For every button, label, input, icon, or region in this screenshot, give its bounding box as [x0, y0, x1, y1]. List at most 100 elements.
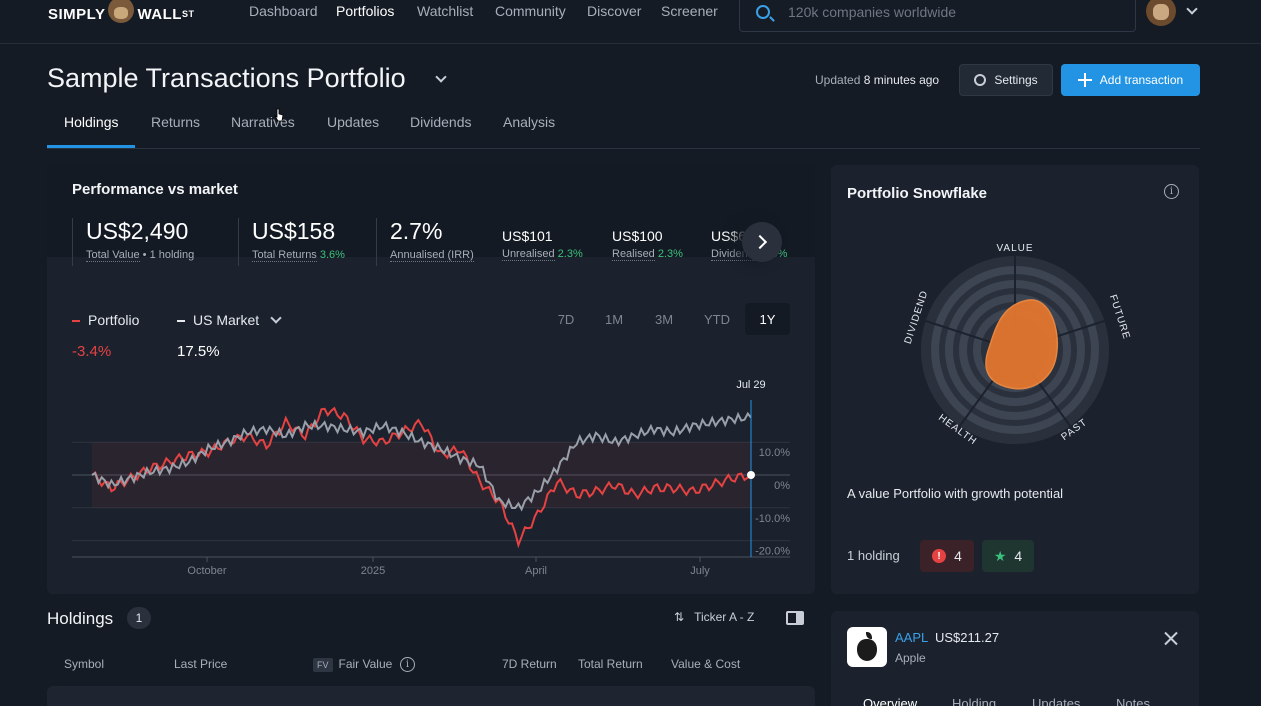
nav-community[interactable]: Community: [495, 3, 566, 19]
fair-value-info-icon[interactable]: i: [400, 657, 415, 672]
performance-title: Performance vs market: [72, 181, 238, 198]
stat-unrealised: US$101 Unrealised 2.3%: [489, 218, 583, 266]
y-tick-label: 10.0%: [759, 447, 790, 459]
logo-sup: ST: [181, 9, 195, 19]
range-3m[interactable]: 3M: [654, 311, 674, 327]
stat-label: Total Value: [86, 249, 140, 262]
col-symbol[interactable]: Symbol: [64, 657, 105, 671]
tab-analysis[interactable]: Analysis: [503, 114, 556, 130]
stat-total-value: US$2,490 Total Value • 1 holding: [72, 218, 194, 266]
tab-holdings[interactable]: Holdings: [64, 114, 119, 130]
gear-icon: [974, 74, 987, 86]
updated-status: Updated 8 minutes ago: [815, 73, 939, 87]
settings-button[interactable]: Settings: [959, 64, 1053, 96]
logo[interactable]: SIMPLY WALL ST: [48, 0, 195, 25]
x-tick-label: 2025: [361, 565, 385, 577]
col-value-cost[interactable]: Value & Cost: [671, 657, 741, 671]
columns-toggle-icon[interactable]: [786, 611, 804, 625]
search-box[interactable]: [739, 0, 1136, 32]
nav-portfolios[interactable]: Portfolios: [336, 3, 395, 19]
range-7d[interactable]: 7D: [557, 311, 575, 327]
tab-dividends[interactable]: Dividends: [410, 114, 472, 130]
nav-watchlist[interactable]: Watchlist: [417, 3, 474, 19]
legend-portfolio[interactable]: Portfolio: [72, 312, 139, 328]
fv-tag: FV: [313, 658, 333, 672]
bull-logo-icon: [108, 0, 135, 23]
holdings-title: Holdings: [47, 609, 114, 628]
stat-value: US$2,490: [86, 218, 189, 244]
negative-band: [92, 442, 751, 508]
performance-card: [47, 165, 815, 594]
stat-label: Annualised (IRR): [390, 249, 474, 262]
legend-market-label: US Market: [193, 312, 260, 328]
rewards-count: 4: [1014, 548, 1023, 564]
stock-tab-updates[interactable]: Updates: [1032, 696, 1081, 706]
stat-pct: 3.6%: [319, 249, 345, 261]
range-1m[interactable]: 1M: [604, 311, 624, 327]
apple-logo-icon: [847, 627, 887, 667]
stat-value: US$101: [502, 228, 553, 244]
nav-screener[interactable]: Screener: [661, 3, 718, 19]
stat-value: US$158: [252, 218, 336, 244]
risks-count: 4: [954, 548, 962, 564]
nav-dashboard[interactable]: Dashboard: [249, 3, 318, 19]
sort-dropdown[interactable]: ⇅ Ticker A - Z: [674, 610, 754, 624]
sort-icon: ⇅: [674, 610, 685, 624]
x-tick-label: April: [525, 565, 547, 577]
logo-text-right: WALL: [137, 5, 182, 23]
x-tick-label: July: [690, 565, 710, 577]
plus-icon: [1077, 73, 1092, 87]
range-1y[interactable]: 1Y: [745, 303, 790, 335]
avatar[interactable]: [1146, 0, 1176, 26]
stat-label: Total Returns: [252, 249, 317, 262]
stock-ticker[interactable]: AAPL: [895, 630, 929, 645]
date-annotation: Jul 29: [736, 379, 765, 391]
portfolio-return: -3.4%: [72, 343, 112, 360]
settings-label: Settings: [994, 73, 1038, 87]
col-last-price[interactable]: Last Price: [174, 657, 228, 671]
updated-label: Updated: [815, 73, 861, 87]
col-total-return[interactable]: Total Return: [578, 657, 643, 671]
stat-annualised: 2.7% Annualised (IRR): [376, 218, 474, 266]
x-tick-label: October: [187, 565, 226, 577]
y-tick-label: -10.0%: [755, 513, 790, 525]
stat-value: 2.7%: [390, 218, 443, 244]
col-fair-value[interactable]: FV Fair Value: [313, 657, 392, 672]
stat-pct: 2.3%: [657, 248, 683, 260]
holding-count: 1 holding: [847, 548, 900, 563]
search-input[interactable]: [788, 4, 1108, 20]
stats-next-button[interactable]: [742, 222, 782, 262]
holdings-count-badge: 1: [127, 607, 151, 629]
tab-updates[interactable]: Updates: [327, 114, 380, 130]
y-tick-label: 0%: [774, 480, 790, 492]
search-icon: [756, 5, 770, 19]
add-transaction-button[interactable]: Add transaction: [1061, 64, 1200, 96]
sort-label: Ticker A - Z: [694, 610, 755, 624]
mouse-cursor-icon: [274, 108, 284, 122]
stock-tab-notes[interactable]: Notes: [1116, 696, 1150, 706]
page-title: Sample Transactions Portfolio: [47, 63, 406, 93]
company-name: Apple: [895, 651, 926, 665]
close-icon[interactable]: [1164, 631, 1178, 645]
tab-returns[interactable]: Returns: [151, 114, 201, 130]
stat-label: Unrealised: [502, 248, 555, 261]
snowflake-title: Portfolio Snowflake: [847, 185, 988, 202]
stock-tab-holding[interactable]: Holding: [952, 696, 997, 706]
rewards-badge[interactable]: ★ 4: [982, 540, 1034, 572]
stock-tab-overview[interactable]: Overview: [863, 696, 918, 706]
stat-value: US$6: [711, 228, 747, 244]
market-return: 17.5%: [177, 343, 220, 360]
col-7d-return[interactable]: 7D Return: [502, 657, 557, 671]
stat-pct: 2.3%: [557, 248, 583, 260]
market-line: [91, 411, 752, 512]
hover-point: [747, 471, 755, 479]
warning-icon: !: [932, 549, 947, 563]
info-icon[interactable]: i: [1164, 184, 1179, 199]
risks-badge[interactable]: ! 4: [920, 540, 974, 572]
table-row[interactable]: [47, 686, 815, 706]
nav-discover[interactable]: Discover: [587, 3, 642, 19]
legend-market[interactable]: US Market: [177, 312, 259, 328]
range-ytd[interactable]: YTD: [704, 311, 730, 327]
add-transaction-label: Add transaction: [1099, 73, 1184, 87]
